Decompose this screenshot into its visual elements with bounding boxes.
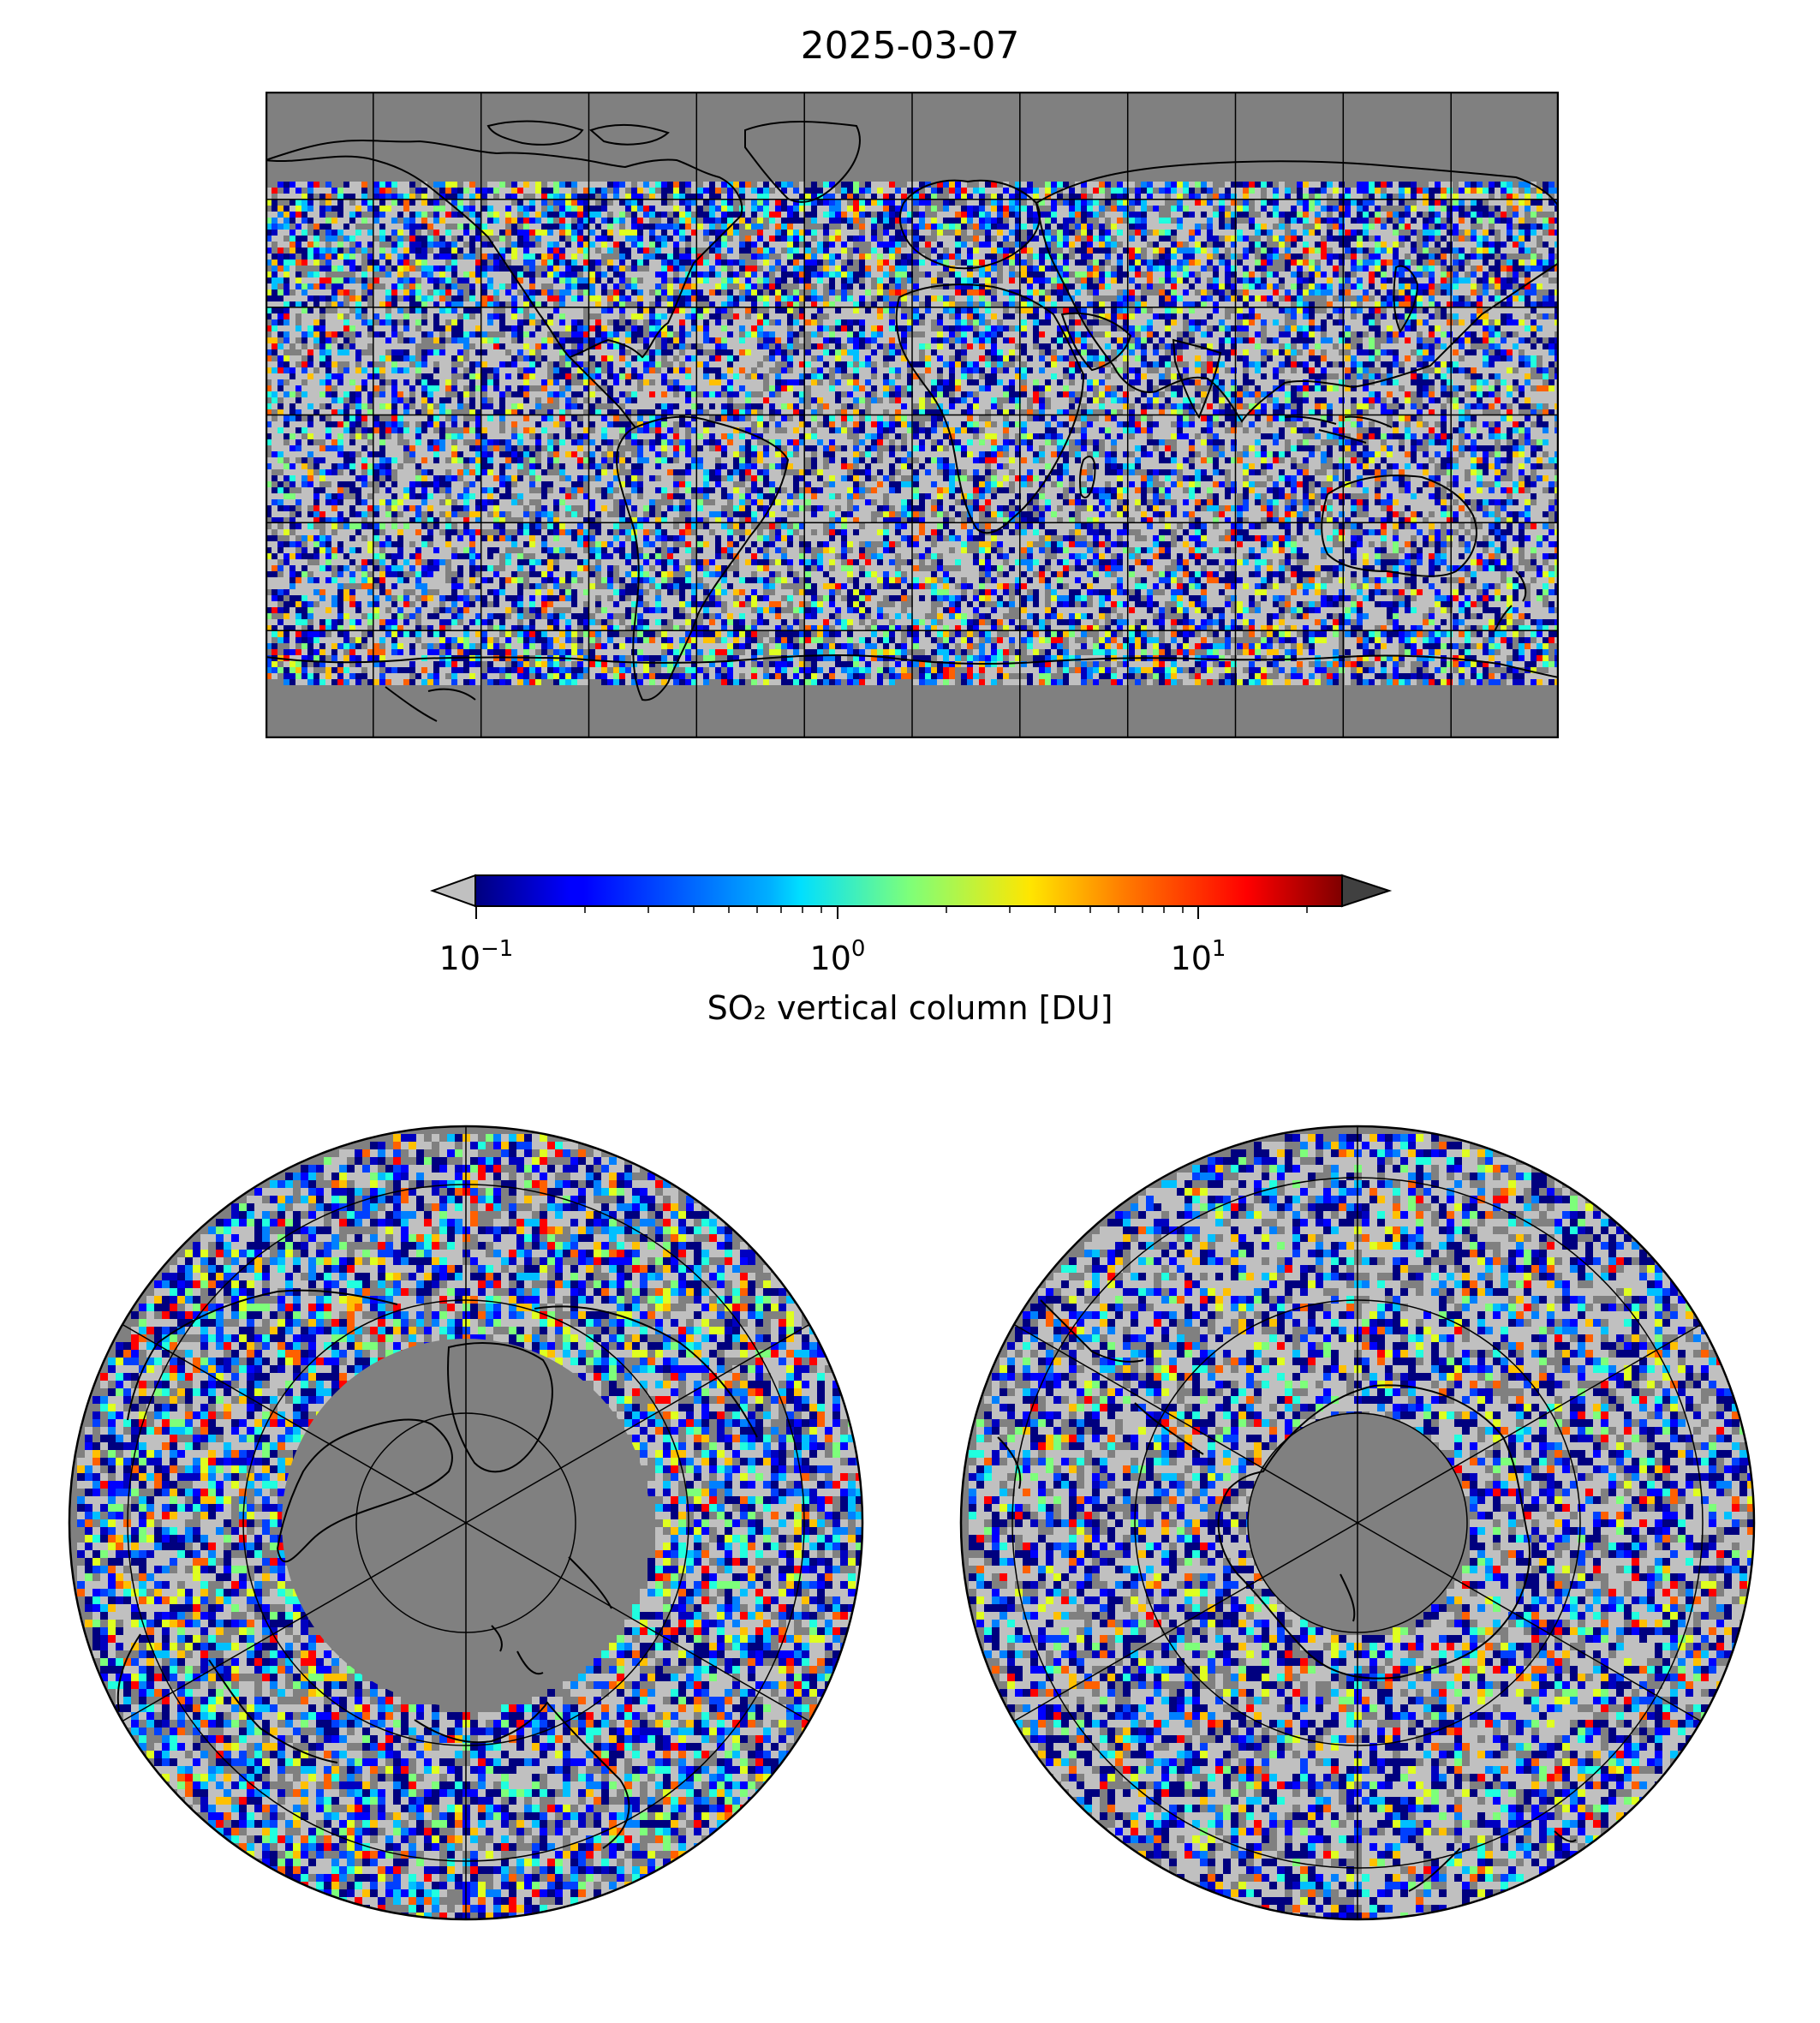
colorbar-under-extension bbox=[430, 874, 476, 908]
graticule-south bbox=[1011, 1126, 1704, 1919]
coastlines-global bbox=[266, 120, 1559, 722]
colorbar-tick-label: 10−1 bbox=[439, 936, 514, 977]
so2-north-pixels bbox=[77, 1134, 862, 1919]
colorbar-tick-label: 101 bbox=[1171, 936, 1226, 977]
coastlines-south bbox=[997, 1299, 1577, 1892]
north-polar-map bbox=[68, 1125, 864, 1921]
colorbar-tick-label: 100 bbox=[810, 936, 866, 977]
colorbar-label: SO₂ vertical column [DU] bbox=[0, 989, 1820, 1027]
global-map bbox=[266, 92, 1559, 738]
colorbar-ticks bbox=[475, 906, 1308, 919]
colorbar bbox=[428, 869, 1396, 921]
map-title: 2025-03-07 bbox=[0, 24, 1820, 68]
south-polar-map bbox=[959, 1125, 1756, 1921]
so2-south-pixels bbox=[969, 1134, 1754, 1919]
north-polar-boundary bbox=[68, 1125, 864, 1921]
south-polar-boundary bbox=[959, 1125, 1756, 1921]
graticule-north bbox=[122, 1126, 810, 1919]
graticule-global bbox=[266, 92, 1559, 738]
colorbar-over-extension bbox=[1341, 874, 1393, 908]
so2-global-pixels bbox=[266, 182, 1559, 685]
colorbar-gradient bbox=[475, 875, 1342, 906]
global-map-frame bbox=[266, 92, 1559, 738]
